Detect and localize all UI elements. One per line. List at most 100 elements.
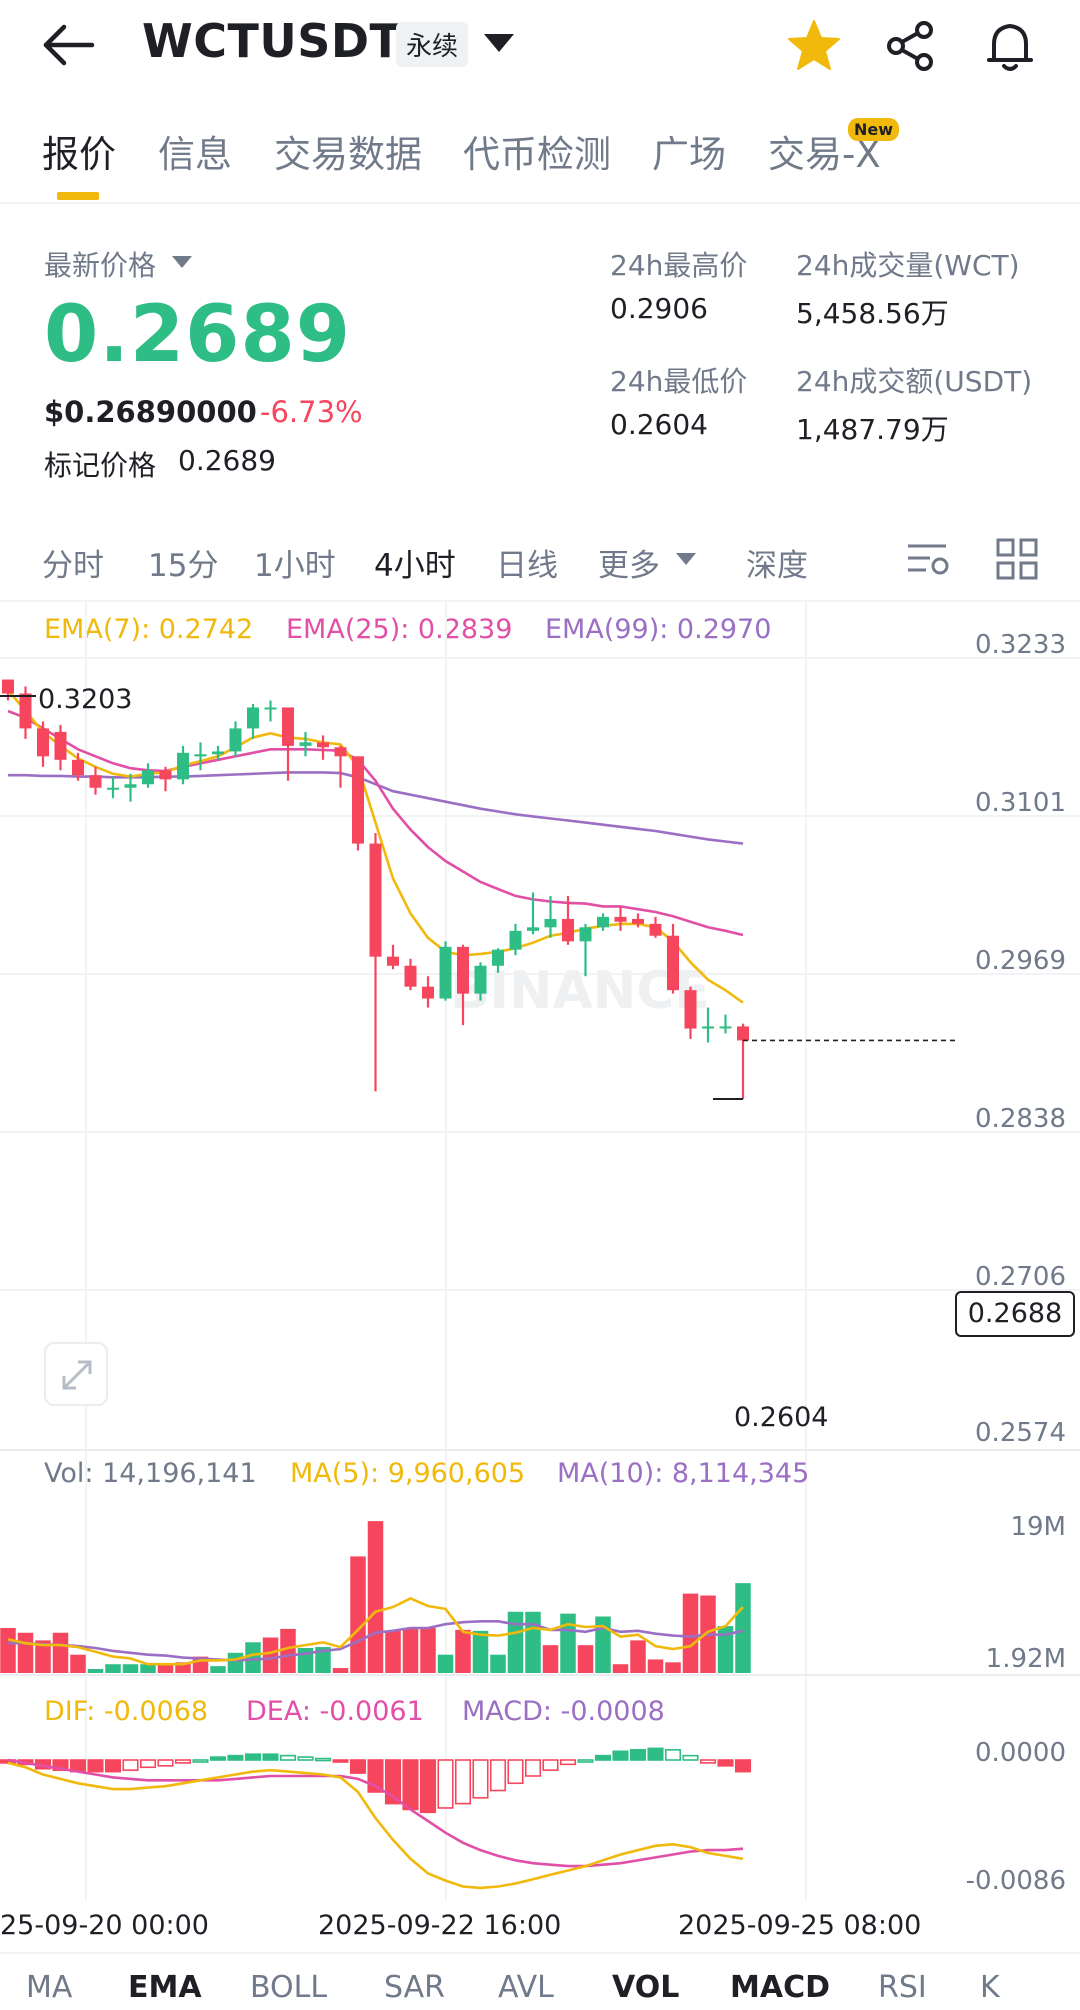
dif-line <box>7 1761 744 1890</box>
volume-bar <box>612 1664 629 1673</box>
indicator-avl[interactable]: AVL <box>498 1970 554 2005</box>
price-axis-tick: 0.2706 <box>975 1262 1066 1292</box>
tab-quote[interactable]: 报价 <box>42 133 116 176</box>
indicator-ma[interactable]: MA <box>26 1970 73 2005</box>
current-price-tag[interactable]: 0.2688 <box>955 1291 1075 1337</box>
volume-axis-tick: 19M <box>1010 1512 1066 1542</box>
vol-ma10-legend: MA(10): 8,114,345 <box>557 1458 810 1489</box>
candle-body <box>264 707 277 710</box>
tab-token-check[interactable]: 代币检测 <box>463 133 611 176</box>
tf-depth[interactable]: 深度 <box>746 548 808 584</box>
macd-histogram-bar <box>507 1759 524 1785</box>
expand-chart-button[interactable] <box>44 1342 108 1406</box>
volume-bar <box>402 1627 419 1673</box>
dif-legend: DIF: -0.0068 <box>44 1696 209 1727</box>
volume-bar <box>507 1611 524 1673</box>
macd-histogram-bar <box>524 1759 542 1777</box>
vol-24h: 5,458.56万 <box>796 297 949 330</box>
back-arrow-icon[interactable] <box>40 20 100 70</box>
indicator-sar[interactable]: SAR <box>384 1970 445 2005</box>
x-axis-tick: 2025-09-22 16:00 <box>318 1910 562 1941</box>
more-dropdown-icon[interactable] <box>676 553 696 565</box>
candle-body <box>719 1026 732 1029</box>
symbol-dropdown-icon[interactable] <box>484 34 514 52</box>
volume-bar <box>245 1642 261 1673</box>
candle-body <box>334 747 347 757</box>
tf-4h[interactable]: 4小时 <box>374 548 456 584</box>
candle-body <box>142 770 154 785</box>
ema99-legend: EMA(99): 0.2970 <box>545 614 772 645</box>
indicator-ema[interactable]: EMA <box>128 1970 202 2005</box>
indicator-macd[interactable]: MACD <box>730 1970 830 2005</box>
star-icon[interactable] <box>784 16 844 76</box>
candle-body <box>194 754 207 757</box>
turnover-24h: 1,487.79万 <box>796 413 949 446</box>
price-change: -6.73% <box>260 395 363 429</box>
volume-bar <box>525 1611 541 1673</box>
divider <box>0 600 1080 602</box>
volume-legend: Vol: 14,196,141 <box>44 1458 257 1489</box>
tf-more[interactable]: 更多 <box>598 548 660 584</box>
volume-bar <box>0 1627 16 1673</box>
volume-bar <box>280 1628 296 1673</box>
min-price-annotation: 0.2604 <box>734 1402 829 1433</box>
volume-bar <box>560 1613 576 1673</box>
price-axis-tick: 0.3101 <box>975 788 1066 818</box>
tf-1d[interactable]: 日线 <box>496 548 558 584</box>
macd-histogram-bar <box>174 1759 192 1764</box>
volume-bar <box>315 1647 331 1673</box>
indicator-rsi[interactable]: RSI <box>878 1970 927 2005</box>
indicator-boll[interactable]: BOLL <box>250 1970 328 2005</box>
candle-body <box>2 679 14 694</box>
macd-histogram-bar <box>419 1759 437 1814</box>
high-24h: 0.2906 <box>610 292 708 325</box>
tab-square[interactable]: 广场 <box>652 133 726 176</box>
candle-body <box>107 787 119 790</box>
candle-body <box>632 918 644 924</box>
candle-body <box>72 759 84 776</box>
price-type-dropdown-icon[interactable] <box>172 256 192 268</box>
symbol-title[interactable]: WCTUSDT <box>142 14 402 68</box>
top-bar: WCTUSDT 永续 <box>0 0 1080 90</box>
macd-histogram-bar <box>647 1747 664 1761</box>
macd-histogram-bar <box>542 1759 559 1771</box>
candle-body <box>684 990 697 1029</box>
indicator-kdj[interactable]: K <box>980 1970 1000 2005</box>
price-axis-tick: 0.2969 <box>975 946 1066 976</box>
volume-bar <box>542 1645 559 1673</box>
volume-bar <box>262 1637 279 1673</box>
candle-body <box>387 956 399 966</box>
candle-body <box>317 742 329 748</box>
candle-body <box>369 843 382 957</box>
tab-trading-data[interactable]: 交易数据 <box>274 133 422 176</box>
macd-histogram-bar <box>349 1759 367 1774</box>
chart-settings-icon[interactable] <box>906 538 952 582</box>
share-icon[interactable] <box>880 16 940 76</box>
macd-histogram-bar <box>104 1759 122 1773</box>
macd-histogram-bar <box>629 1749 647 1761</box>
candle-body <box>614 916 627 922</box>
macd-histogram-bar <box>139 1759 157 1769</box>
x-axis-tick: 2025-09-25 08:00 <box>678 1910 922 1941</box>
bell-icon[interactable] <box>980 16 1040 76</box>
vol-ma5-line <box>7 1596 744 1666</box>
tf-1h[interactable]: 1小时 <box>254 548 336 584</box>
tab-info[interactable]: 信息 <box>158 133 232 176</box>
candlestick-chart[interactable]: BINANCE <box>0 600 1080 1950</box>
candle-body <box>124 784 137 788</box>
volume-bar <box>17 1632 34 1673</box>
latest-price-label[interactable]: 最新价格 <box>44 249 157 282</box>
contract-type-badge: 永续 <box>396 22 469 67</box>
macd-histogram-bar <box>612 1750 629 1761</box>
tf-line[interactable]: 分时 <box>42 548 104 584</box>
volume-bar <box>87 1669 104 1673</box>
indicator-vol[interactable]: VOL <box>612 1970 680 2005</box>
layout-grid-icon[interactable] <box>996 538 1038 580</box>
volume-bar <box>647 1659 664 1673</box>
volume-bar <box>490 1654 506 1673</box>
candle-body <box>352 756 364 844</box>
tf-15m[interactable]: 15分 <box>148 548 219 584</box>
volume-bar <box>105 1664 121 1673</box>
volume-bar <box>157 1664 174 1673</box>
macd-histogram-bar <box>52 1759 69 1771</box>
